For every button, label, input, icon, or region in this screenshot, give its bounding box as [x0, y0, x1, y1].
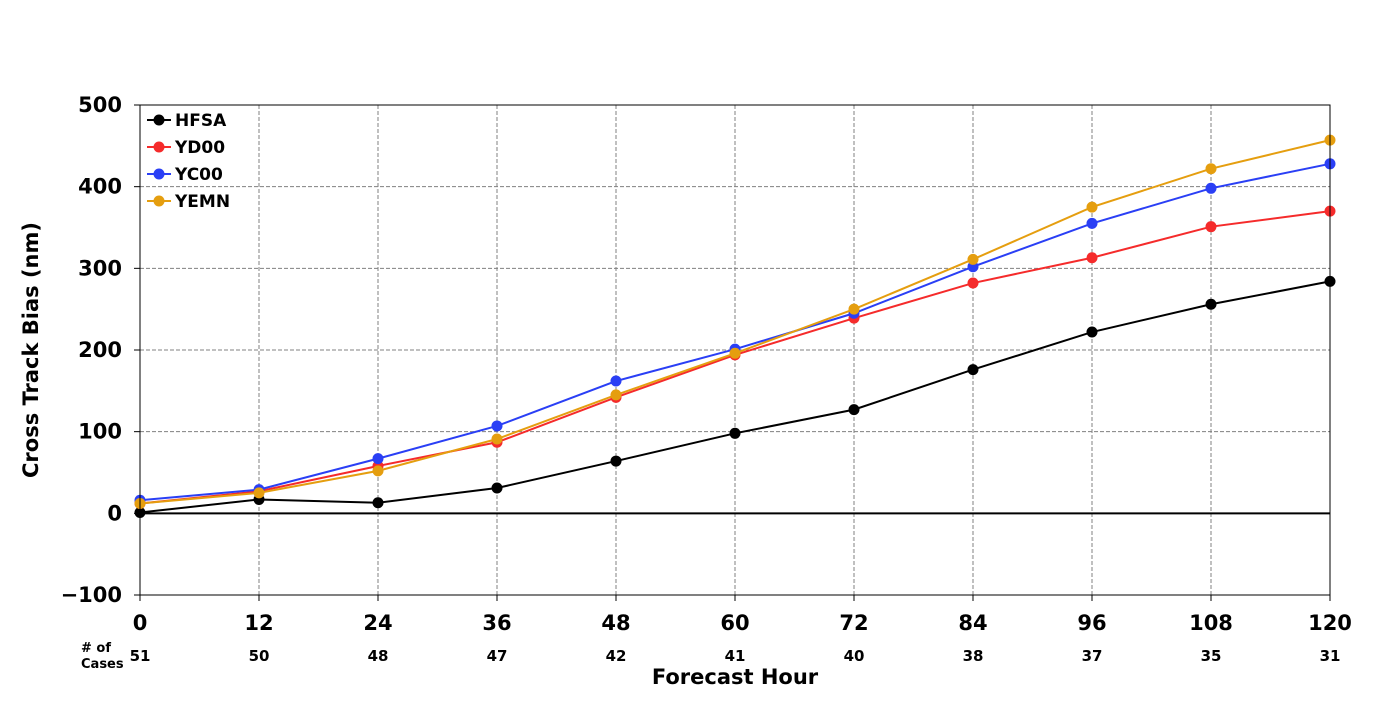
y-tick-label: 300 — [78, 256, 122, 280]
x-tick-label: 0 — [133, 611, 148, 635]
data-point-hfsa — [1086, 326, 1098, 338]
plot-frame — [139, 104, 1331, 596]
data-point-yd00 — [1205, 221, 1217, 233]
case-count: 51 — [130, 647, 151, 665]
cases-header-line2: Cases — [81, 657, 124, 672]
case-count: 42 — [606, 647, 627, 665]
case-count: 38 — [963, 647, 984, 665]
data-point-yemn — [848, 303, 860, 315]
x-tick-label: 36 — [482, 611, 511, 635]
case-count: 37 — [1082, 647, 1103, 665]
legend-label-yd00: YD00 — [174, 138, 225, 158]
legend-marker-hfsa — [153, 114, 165, 126]
data-point-yc00 — [491, 420, 503, 432]
data-point-hfsa — [1205, 298, 1217, 310]
data-point-yc00 — [610, 375, 622, 387]
legend-marker-yc00 — [153, 168, 165, 180]
y-tick-label: 200 — [78, 338, 122, 362]
data-point-yemn — [729, 347, 741, 359]
case-count: 31 — [1320, 647, 1341, 665]
y-axis-title: Cross Track Bias (nm) — [19, 222, 43, 478]
cases-header-line1: # of — [81, 641, 111, 656]
x-axis-title: Forecast Hour — [652, 665, 819, 689]
data-point-yemn — [491, 433, 503, 445]
series-layer — [134, 134, 1336, 519]
x-tick-label: 12 — [244, 611, 273, 635]
data-point-hfsa — [967, 364, 979, 376]
y-tick-label: 0 — [107, 501, 122, 525]
x-tick-label: 96 — [1077, 611, 1106, 635]
y-tick-label: −100 — [61, 583, 122, 607]
data-point-hfsa — [491, 482, 503, 494]
x-tick-label: 60 — [720, 611, 749, 635]
data-point-yemn — [1205, 163, 1217, 175]
data-point-hfsa — [372, 497, 384, 509]
case-count: 41 — [725, 647, 746, 665]
labels-layer: Cross Track Bias (nm) Forecast Hour # of… — [19, 93, 1352, 689]
x-tick-label: 84 — [958, 611, 987, 635]
axes-layer — [134, 104, 1331, 601]
data-point-yc00 — [1205, 182, 1217, 194]
x-tick-label: 48 — [601, 611, 630, 635]
data-point-hfsa — [848, 404, 860, 416]
legend-label-hfsa: HFSA — [175, 111, 227, 131]
legend-label-yemn: YEMN — [174, 192, 230, 212]
data-point-yd00 — [1086, 252, 1098, 264]
y-tick-label: 500 — [78, 93, 122, 117]
case-count: 35 — [1201, 647, 1222, 665]
legend-marker-yemn — [153, 195, 165, 207]
legend-marker-yd00 — [153, 141, 165, 153]
y-tick-label: 400 — [78, 175, 122, 199]
legend: HFSA YD00 YC00 YEMN — [147, 111, 230, 212]
data-point-yemn — [372, 465, 384, 477]
data-point-yc00 — [1086, 217, 1098, 229]
data-point-yemn — [1086, 201, 1098, 213]
y-tick-label: 100 — [78, 420, 122, 444]
x-tick-label: 108 — [1189, 611, 1233, 635]
case-count: 50 — [249, 647, 270, 665]
x-tick-label: 24 — [363, 611, 392, 635]
case-count: 47 — [487, 647, 508, 665]
data-point-yemn — [610, 389, 622, 401]
data-point-yemn — [253, 487, 265, 499]
x-tick-label: 72 — [839, 611, 868, 635]
data-point-hfsa — [610, 455, 622, 467]
case-count: 48 — [368, 647, 389, 665]
data-point-yc00 — [372, 453, 384, 465]
x-tick-label: 120 — [1308, 611, 1352, 635]
data-point-yemn — [967, 253, 979, 265]
case-count: 40 — [844, 647, 865, 665]
data-point-yd00 — [967, 277, 979, 289]
legend-label-yc00: YC00 — [174, 165, 223, 185]
data-point-hfsa — [729, 427, 741, 439]
